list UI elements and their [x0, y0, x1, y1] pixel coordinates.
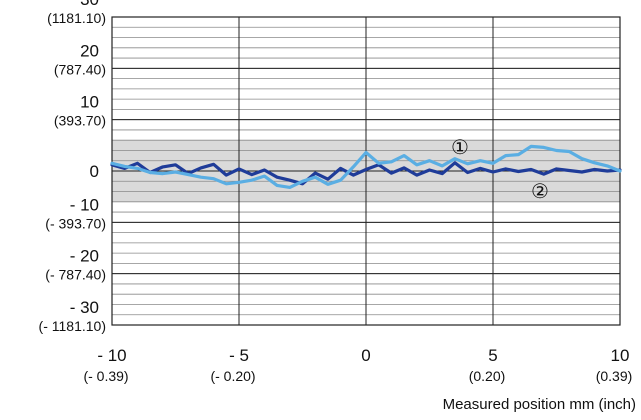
x-tick-label: 10 [611, 346, 630, 365]
x-tick-sublabel: (- 0.39) [83, 368, 128, 384]
series-layer [110, 144, 622, 189]
series-marker-2: ② [531, 179, 549, 203]
series-marker-layer: ①② [451, 135, 549, 203]
tick-label-layer: 30(1181.10)20(787.40)10(393.70)0- 10(- 3… [39, 0, 633, 384]
y-tick-sublabel: (- 1181.10) [39, 318, 106, 334]
x-tick-label: 0 [361, 346, 370, 365]
y-tick-label: - 30 [70, 298, 99, 317]
x-tick-sublabel: (- 0.20) [210, 368, 255, 384]
y-tick-sublabel: (- 787.40) [45, 267, 106, 283]
y-tick-sublabel: (- 393.70) [45, 215, 106, 231]
y-tick-label: 20 [80, 41, 99, 60]
y-tick-sublabel: (1181.10) [47, 10, 106, 26]
y-tick-sublabel: (393.70) [54, 113, 106, 129]
x-tick-sublabel: (0.39) [596, 368, 633, 384]
series-line-1 [110, 161, 622, 186]
series-line-2 [110, 144, 622, 189]
y-tick-sublabel: (787.40) [54, 61, 106, 77]
x-tick-label: - 5 [229, 346, 249, 365]
y-tick-label: 30 [80, 0, 99, 9]
y-tick-label: 0 [90, 162, 99, 181]
y-tick-label: - 20 [70, 247, 99, 266]
x-tick-label: - 10 [97, 346, 126, 365]
x-axis-label: Measured position mm (inch) [443, 396, 636, 413]
x-tick-sublabel: (0.20) [469, 368, 506, 384]
x-tick-label: 5 [488, 346, 497, 365]
y-tick-label: 10 [80, 93, 99, 112]
series-marker-1: ① [451, 135, 469, 159]
y-tick-label: - 10 [70, 195, 99, 214]
